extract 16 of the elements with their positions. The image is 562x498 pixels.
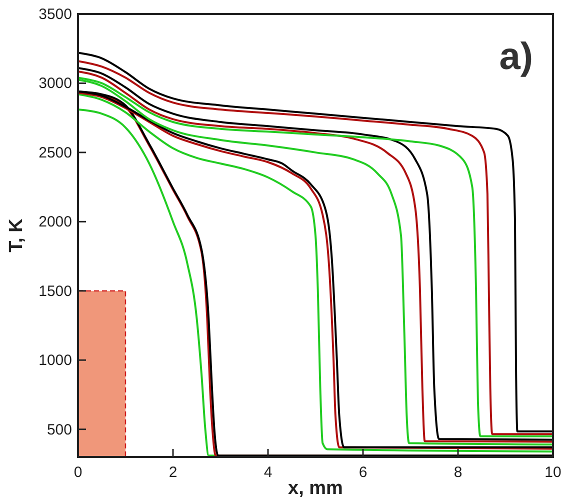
x-tick-label: 8 [454,464,462,481]
y-tick-label: 2500 [38,144,72,162]
y-tick-label: 3500 [38,6,72,23]
y-tick-label: 3000 [38,75,72,92]
y-tick-label: 1500 [38,282,72,300]
y-tick-label: 2000 [38,214,72,231]
x-tick-label: 10 [544,464,562,481]
x-tick-label: 0 [74,464,82,481]
y-tick-label: 500 [46,421,72,438]
annotation: a) [499,36,533,78]
y-tick-label: 1000 [38,352,72,370]
x-axis-title: x, mm [288,478,343,498]
y-axis-title: T, K [6,218,27,252]
x-tick-label: 6 [358,464,368,481]
x-tick-label: 2 [168,464,178,481]
x-tick-label: 4 [264,464,272,481]
